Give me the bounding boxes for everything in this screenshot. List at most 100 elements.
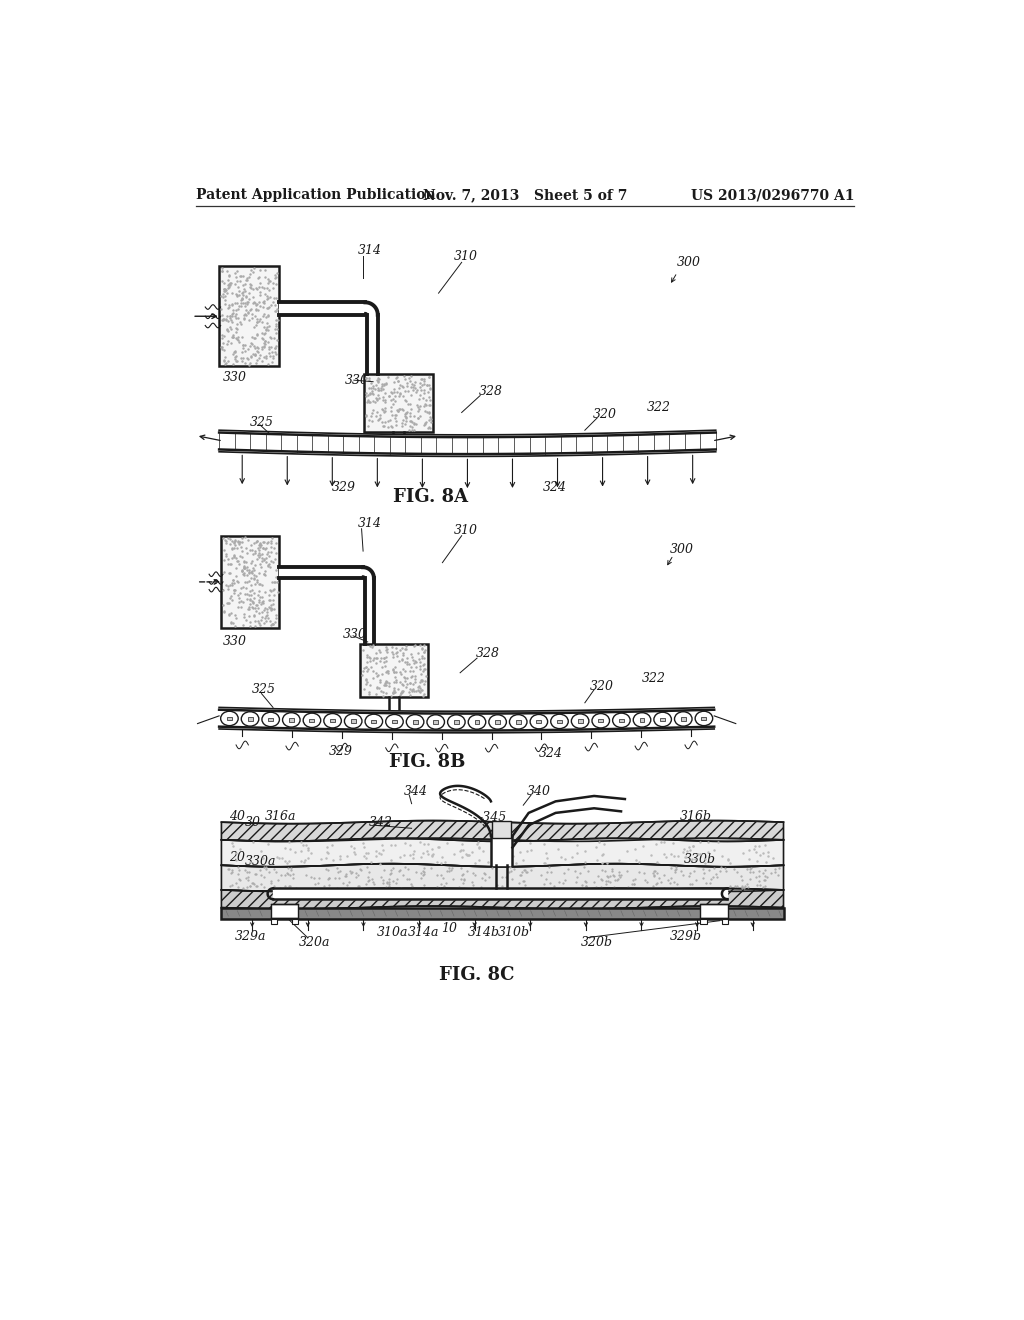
Bar [368, 314, 377, 374]
Bar [578, 719, 583, 723]
Ellipse shape [262, 713, 280, 726]
Text: 322: 322 [646, 400, 671, 413]
Ellipse shape [654, 713, 672, 726]
Bar [493, 821, 511, 838]
Text: 325: 325 [250, 416, 273, 429]
Bar [537, 719, 542, 723]
Ellipse shape [530, 714, 548, 729]
Ellipse shape [488, 714, 507, 729]
Text: Patent Application Publication: Patent Application Publication [196, 189, 435, 202]
Text: 340: 340 [527, 785, 551, 797]
Bar [289, 718, 294, 722]
Text: 330: 330 [345, 374, 369, 387]
Text: FIG. 8B: FIG. 8B [389, 754, 465, 771]
Bar [280, 304, 366, 314]
Text: US 2013/0296770 A1: US 2013/0296770 A1 [691, 189, 854, 202]
Ellipse shape [303, 713, 321, 727]
Bar [700, 904, 728, 917]
Polygon shape [221, 863, 783, 891]
Text: 344: 344 [403, 785, 428, 797]
Ellipse shape [695, 711, 713, 726]
Bar [219, 267, 280, 367]
Bar [227, 717, 231, 721]
Text: 300: 300 [677, 256, 701, 269]
Text: 10: 10 [441, 921, 457, 935]
Text: 322: 322 [642, 672, 666, 685]
Text: 20: 20 [229, 851, 245, 865]
Bar [392, 719, 397, 723]
Bar [270, 904, 298, 917]
Text: FIG. 8C: FIG. 8C [439, 966, 515, 983]
Ellipse shape [510, 714, 527, 729]
Text: 330b: 330b [683, 853, 716, 866]
Bar [454, 721, 459, 723]
Bar [372, 719, 376, 723]
Ellipse shape [220, 711, 239, 726]
Text: 342: 342 [370, 816, 393, 829]
Text: 324: 324 [539, 747, 562, 760]
Text: 325: 325 [252, 684, 276, 696]
Text: 320a: 320a [298, 936, 330, 949]
Text: 330: 330 [343, 628, 367, 640]
Bar [221, 536, 280, 628]
Text: 329: 329 [330, 744, 353, 758]
Bar [280, 568, 364, 577]
Text: 40: 40 [229, 810, 245, 824]
Text: 314: 314 [357, 517, 382, 529]
Text: 329b: 329b [670, 929, 701, 942]
Text: 314a: 314a [408, 925, 439, 939]
Ellipse shape [675, 711, 692, 726]
Text: -345: -345 [478, 810, 507, 824]
Polygon shape [219, 433, 716, 454]
Text: 310: 310 [454, 251, 478, 264]
Ellipse shape [407, 714, 424, 729]
Bar [496, 721, 500, 723]
Text: 300: 300 [670, 543, 693, 556]
Text: 329: 329 [333, 482, 356, 495]
Bar [309, 718, 314, 722]
Ellipse shape [612, 713, 630, 727]
Ellipse shape [551, 714, 568, 729]
Bar [701, 717, 707, 721]
Text: 324: 324 [543, 482, 566, 495]
Text: 320: 320 [593, 408, 616, 421]
Bar [700, 919, 707, 924]
Text: 320: 320 [590, 680, 613, 693]
Bar [248, 717, 253, 721]
Text: 30: 30 [245, 816, 260, 829]
Text: 310: 310 [454, 524, 478, 537]
Ellipse shape [468, 715, 485, 729]
Bar [292, 919, 298, 924]
Text: 330a: 330a [245, 855, 276, 869]
Bar [270, 919, 276, 924]
Bar [618, 718, 624, 722]
Bar [681, 717, 686, 721]
Ellipse shape [366, 714, 383, 729]
Ellipse shape [447, 715, 465, 729]
Polygon shape [221, 838, 783, 867]
Ellipse shape [242, 711, 259, 726]
Text: 330: 330 [223, 371, 247, 384]
Bar [221, 908, 783, 919]
Polygon shape [221, 821, 783, 841]
Bar [557, 719, 562, 723]
Ellipse shape [283, 713, 300, 727]
Ellipse shape [386, 714, 403, 729]
Text: 316b: 316b [680, 810, 713, 824]
Bar [640, 718, 644, 722]
Bar [366, 578, 373, 644]
Text: 330: 330 [223, 635, 247, 648]
Text: 328: 328 [478, 385, 503, 399]
Bar [364, 374, 433, 432]
Polygon shape [221, 888, 783, 909]
Bar [268, 718, 273, 721]
Bar [660, 718, 666, 721]
Text: 314: 314 [357, 244, 382, 257]
Text: FIG. 8A: FIG. 8A [393, 488, 468, 506]
Bar [474, 721, 479, 723]
Text: 329a: 329a [234, 929, 266, 942]
Bar [598, 719, 603, 722]
Bar [360, 644, 428, 697]
Text: 316a: 316a [265, 810, 297, 824]
Text: 314b: 314b [468, 925, 500, 939]
